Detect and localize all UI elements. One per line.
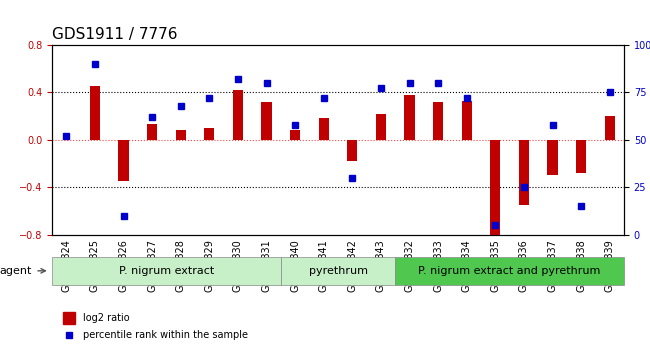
Bar [176, 130, 186, 140]
Bar [261, 102, 272, 140]
Bar [462, 101, 472, 140]
Bar [347, 140, 358, 161]
Bar [433, 102, 443, 140]
Bar [576, 140, 586, 173]
Bar [604, 116, 615, 140]
Bar [64, 312, 75, 324]
FancyBboxPatch shape [395, 257, 624, 285]
Bar [318, 118, 329, 140]
Bar [376, 114, 386, 140]
Text: pyrethrum: pyrethrum [309, 266, 367, 276]
Bar [519, 140, 529, 205]
Text: P. nigrum extract and pyrethrum: P. nigrum extract and pyrethrum [419, 266, 601, 276]
Bar [118, 140, 129, 181]
Bar [90, 86, 100, 140]
Bar [490, 140, 501, 237]
Text: percentile rank within the sample: percentile rank within the sample [83, 330, 248, 339]
Bar [147, 124, 157, 140]
Bar [233, 90, 243, 140]
FancyBboxPatch shape [281, 257, 395, 285]
Text: GDS1911 / 7776: GDS1911 / 7776 [52, 27, 177, 42]
Bar [204, 128, 214, 140]
Bar [547, 140, 558, 175]
Text: agent: agent [0, 266, 32, 276]
Text: P. nigrum extract: P. nigrum extract [119, 266, 214, 276]
FancyArrowPatch shape [38, 269, 46, 273]
Bar [290, 130, 300, 140]
FancyBboxPatch shape [52, 257, 281, 285]
Bar [404, 95, 415, 140]
Text: log2 ratio: log2 ratio [83, 313, 130, 323]
